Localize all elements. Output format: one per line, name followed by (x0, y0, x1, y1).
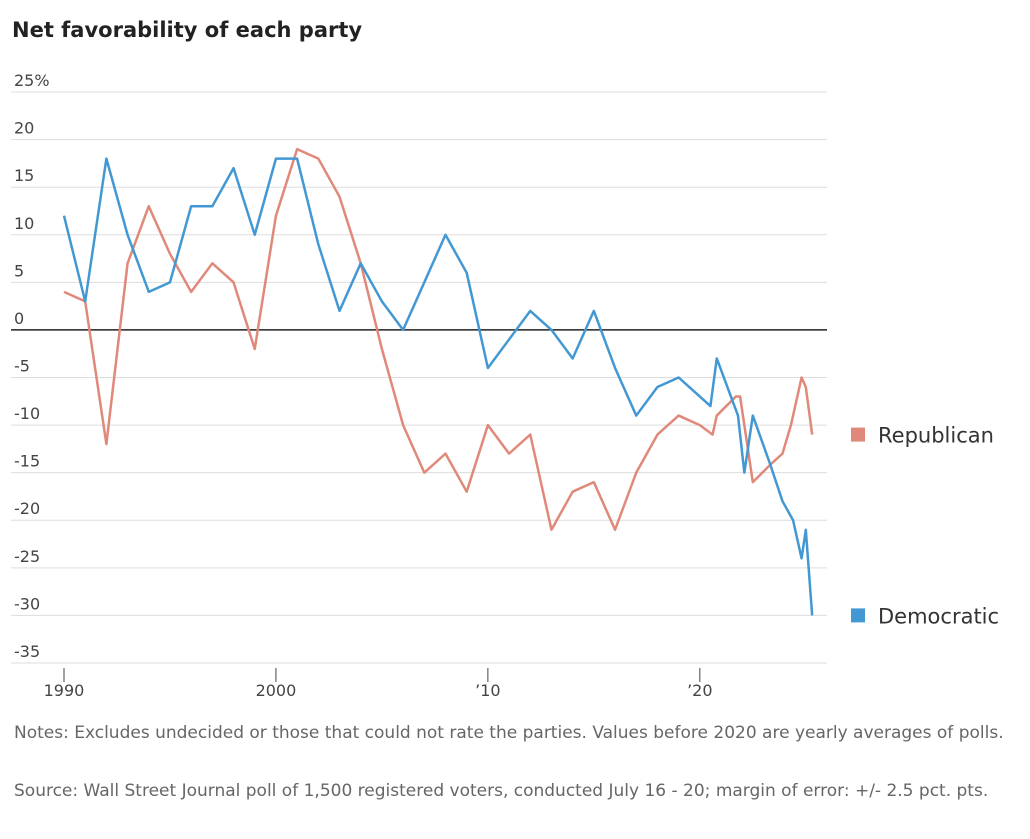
x-tick-label: 2000 (256, 681, 297, 700)
y-tick-label: -15 (14, 452, 40, 471)
series-line (63, 147, 814, 531)
x-tick-label: 1990 (44, 681, 85, 700)
y-tick-label: 15 (14, 166, 34, 185)
series-line (62, 157, 814, 616)
y-tick-label: -20 (14, 499, 40, 518)
chart-title: Net favorability of each party (12, 18, 362, 42)
x-tick-label: ’20 (687, 681, 712, 700)
y-tick-label: 0 (14, 309, 24, 328)
y-tick-label: -30 (14, 594, 40, 613)
legend-label: Democratic (878, 604, 999, 628)
y-tick-label: 20 (14, 119, 34, 138)
y-tick-label: -25 (14, 547, 40, 566)
y-tick-label: 25% (14, 71, 50, 90)
chart: Net favorability of each party 25% 20 15 10… (11, 18, 999, 700)
legend-swatch (851, 608, 865, 623)
legend-swatch (851, 427, 865, 442)
x-tick-label: ’10 (475, 681, 500, 700)
y-tick-label: -10 (14, 404, 40, 423)
notes: Notes: Excludes undecided or those that … (14, 723, 1004, 743)
source: Source: Wall Street Journal poll of 1,50… (14, 781, 989, 801)
y-tick-label: -35 (14, 642, 40, 661)
y-tick-label: 5 (14, 261, 24, 280)
legend-label: Republican (878, 424, 994, 448)
y-tick-label: -5 (14, 357, 30, 376)
y-tick-label: 10 (14, 214, 34, 233)
